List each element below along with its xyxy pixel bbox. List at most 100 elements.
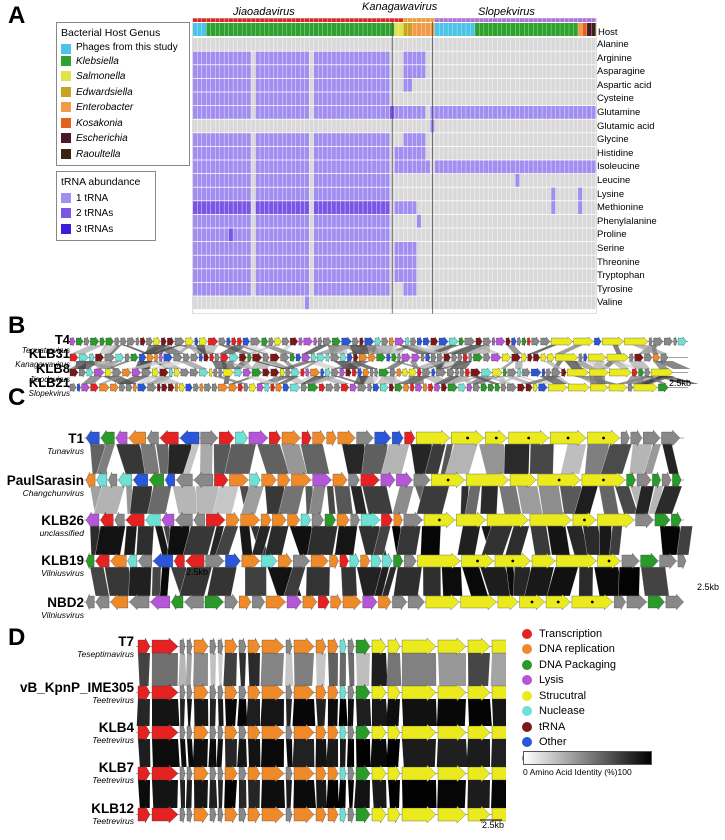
gene-arrow: [349, 382, 357, 393]
trna-cell: [551, 65, 556, 78]
trna-cell: [488, 242, 493, 255]
trna-cell: [309, 201, 314, 214]
gene-arrow: [525, 382, 533, 393]
trna-cell: [466, 201, 471, 214]
trna-cell: [403, 133, 408, 146]
trna-cell: [452, 78, 457, 92]
trna-cell: [537, 201, 542, 214]
top-strip-cell: [273, 18, 278, 22]
trna-cell: [242, 255, 247, 269]
trna-cell: [201, 214, 207, 228]
gene-arrow: [403, 382, 410, 393]
trna-cell: [349, 51, 354, 65]
trna-cell: [546, 174, 551, 187]
gene-arrow: [643, 430, 661, 447]
trna-cell: [533, 174, 538, 187]
trna-cell: [340, 187, 345, 201]
synteny-link: [292, 739, 315, 767]
gene-arrow: [69, 382, 77, 393]
trna-cell: [251, 269, 256, 282]
host-legend-label: Kosakonia: [76, 117, 123, 129]
trna-cell: [452, 242, 457, 255]
trna-cell: [269, 296, 274, 310]
trna-cell: [264, 106, 269, 119]
trna-cell: [582, 282, 587, 296]
trna-row-label: Aspartic acid: [597, 79, 652, 91]
trna-cell: [564, 242, 569, 255]
trna-cell: [300, 106, 305, 119]
trna-cell: [349, 38, 354, 51]
trna-cell: [439, 228, 444, 242]
trna-cell: [193, 106, 198, 119]
trna-cell: [412, 78, 417, 92]
synteny-link: [500, 361, 516, 369]
gene-arrow: [118, 471, 132, 489]
trna-cell: [533, 119, 538, 133]
trna-cell: [578, 282, 583, 296]
gene-arrow: [120, 336, 127, 347]
trna-cell: [304, 160, 310, 174]
trna-cell: [224, 106, 229, 119]
trna-cell: [587, 65, 592, 78]
top-strip-cell: [201, 18, 207, 22]
trna-cell: [448, 228, 453, 242]
trna-cell: [448, 296, 453, 310]
gene-arrow: [491, 807, 506, 822]
trna-cell: [528, 296, 533, 310]
host-cell: [354, 23, 359, 36]
host-cell: [295, 23, 301, 36]
trna-cell: [407, 282, 413, 296]
trna-cell: [291, 106, 296, 119]
synteny-link: [226, 361, 234, 369]
trna-cell: [434, 133, 439, 146]
trna-cell: [349, 65, 354, 78]
gene-arrow: [357, 382, 367, 393]
host-cell: [582, 23, 587, 36]
synteny-link: [187, 699, 192, 726]
top-strip-cell: [237, 18, 242, 22]
trna-cell: [573, 146, 578, 160]
trna-cell: [269, 282, 274, 296]
panel-a-label: A: [8, 2, 26, 29]
trna-cell: [560, 214, 565, 228]
trna-cell: [376, 174, 381, 187]
trna-cell: [260, 92, 265, 106]
trna-cell: [452, 269, 457, 282]
trna-cell: [322, 65, 327, 78]
trna-cell: [295, 174, 301, 187]
synteny-link: [147, 376, 174, 384]
trna-cell: [242, 187, 247, 201]
panel-c-label: C: [8, 384, 26, 411]
gene-arrow: [293, 637, 315, 656]
trna-cell: [193, 174, 198, 187]
host-cell: [443, 23, 448, 36]
trna-cell: [443, 214, 448, 228]
trna-cell: [304, 65, 310, 78]
host-cell: [434, 23, 439, 36]
gene-arrow: [665, 593, 684, 611]
trna-cell: [255, 133, 260, 146]
trna-cell: [519, 160, 524, 174]
synteny-link: [356, 653, 370, 686]
trna-cell: [358, 296, 363, 310]
gene-arrow: [228, 382, 238, 393]
host-cell: [210, 23, 216, 36]
trna-row-label: Phenylalanine: [597, 215, 657, 227]
gene-arrow: [190, 352, 199, 363]
trna-cell: [582, 119, 587, 133]
gene-arrow: [392, 593, 407, 611]
trna-cell: [582, 146, 587, 160]
gene-arrow: [360, 553, 370, 569]
trna-cell: [193, 187, 198, 201]
trna-cell: [555, 296, 560, 310]
host-cell: [340, 23, 345, 36]
gene-arrow: [302, 593, 317, 611]
gene-arrow: [231, 336, 237, 347]
gene-arrow: [555, 352, 579, 363]
trna-cell: [416, 160, 421, 174]
gene-arrow: [161, 511, 175, 529]
trna-cell: [542, 78, 547, 92]
trna-cell: [215, 174, 220, 187]
synteny-link: [152, 699, 180, 726]
synteny-link: [554, 345, 583, 354]
